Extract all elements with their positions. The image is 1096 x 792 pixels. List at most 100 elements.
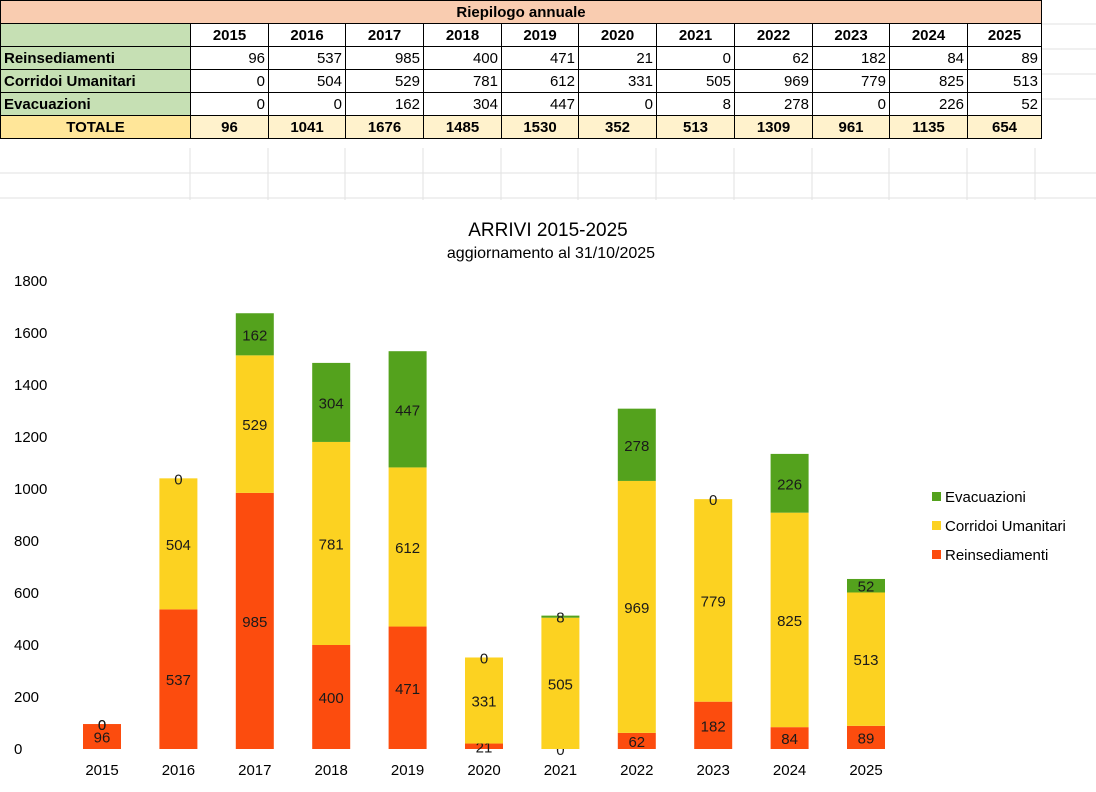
table-cell[interactable]: 162	[345, 92, 424, 116]
table-cell[interactable]: 0	[190, 69, 269, 93]
table-cell[interactable]: 0	[578, 92, 657, 116]
bar-segment[interactable]	[465, 743, 503, 749]
total-label[interactable]: TOTALE	[0, 115, 191, 139]
data-label: 612	[395, 540, 420, 557]
year-header-2023[interactable]: 2023	[812, 23, 890, 47]
bar-segment[interactable]	[617, 732, 656, 749]
bar-segment[interactable]	[770, 727, 809, 749]
bar-segment[interactable]	[159, 478, 198, 610]
spreadsheet-gridlines	[0, 23, 1096, 200]
table-cell[interactable]: 52	[967, 92, 1042, 116]
bar-segment[interactable]	[847, 578, 885, 593]
bar-segment[interactable]	[388, 467, 427, 627]
bar-segment[interactable]	[312, 441, 351, 645]
bar-segment[interactable]	[694, 499, 733, 702]
bar-segment[interactable]	[617, 480, 656, 733]
bar-segment[interactable]	[847, 725, 885, 749]
table-title[interactable]: Riepilogo annuale	[0, 0, 1042, 24]
table-cell[interactable]: 0	[268, 92, 346, 116]
bar-segment[interactable]	[541, 617, 580, 749]
total-cell[interactable]: 96	[190, 115, 269, 139]
year-header-2016[interactable]: 2016	[268, 23, 346, 47]
bar-segment[interactable]	[235, 492, 274, 749]
table-cell[interactable]: 985	[345, 46, 424, 70]
table-cell[interactable]: 781	[423, 69, 502, 93]
bar-segment[interactable]	[541, 615, 580, 618]
data-label: 0	[709, 492, 717, 509]
table-cell[interactable]: 505	[656, 69, 735, 93]
data-label: 278	[624, 438, 649, 455]
total-cell[interactable]: 1135	[889, 115, 968, 139]
x-tick-label: 2018	[315, 762, 348, 779]
total-cell[interactable]: 961	[812, 115, 890, 139]
table-cell[interactable]: 304	[423, 92, 502, 116]
data-label: 96	[94, 730, 111, 747]
bar-segment[interactable]	[465, 657, 503, 744]
total-cell[interactable]: 1485	[423, 115, 502, 139]
table-cell[interactable]: 89	[967, 46, 1042, 70]
table-cell[interactable]: 513	[967, 69, 1042, 93]
table-cell[interactable]: 612	[501, 69, 579, 93]
table-cell[interactable]: 0	[812, 92, 890, 116]
table-cell[interactable]: 825	[889, 69, 968, 93]
bar-segment[interactable]	[694, 701, 733, 749]
bar-segment[interactable]	[388, 351, 427, 468]
bar-segment[interactable]	[312, 362, 351, 442]
table-cell[interactable]: 182	[812, 46, 890, 70]
row-label[interactable]: Reinsediamenti	[0, 46, 191, 70]
legend-label: Reinsediamenti	[945, 547, 1048, 564]
row-label[interactable]: Corridoi Umanitari	[0, 69, 191, 93]
bar-segment[interactable]	[770, 512, 809, 728]
total-cell[interactable]: 1041	[268, 115, 346, 139]
bar-segment[interactable]	[159, 609, 198, 749]
year-header-2019[interactable]: 2019	[501, 23, 579, 47]
bar-segment[interactable]	[770, 453, 809, 513]
table-cell[interactable]: 447	[501, 92, 579, 116]
row-label[interactable]: Evacuazioni	[0, 92, 191, 116]
table-cell[interactable]: 331	[578, 69, 657, 93]
table-cell[interactable]: 537	[268, 46, 346, 70]
bar-segment[interactable]	[617, 408, 656, 481]
table-cell[interactable]: 0	[656, 46, 735, 70]
year-header-2017[interactable]: 2017	[345, 23, 424, 47]
total-cell[interactable]: 1530	[501, 115, 579, 139]
total-cell[interactable]: 654	[967, 115, 1042, 139]
total-cell[interactable]: 1309	[734, 115, 813, 139]
table-cell[interactable]: 504	[268, 69, 346, 93]
total-cell[interactable]: 352	[578, 115, 657, 139]
table-header-row: 2015 2016 2017 2018 2019 2020 2021 2022 2023 2024…	[0, 23, 1042, 47]
total-cell[interactable]: 513	[656, 115, 735, 139]
total-cell[interactable]: 1676	[345, 115, 424, 139]
year-header-2020[interactable]: 2020	[578, 23, 657, 47]
bar-segment[interactable]	[388, 626, 427, 749]
bar-segment[interactable]	[83, 724, 121, 749]
table-cell[interactable]: 529	[345, 69, 424, 93]
year-header-2015[interactable]: 2015	[190, 23, 269, 47]
bar-segment[interactable]	[847, 592, 885, 726]
table-cell[interactable]: 0	[190, 92, 269, 116]
table-cell[interactable]: 8	[656, 92, 735, 116]
table-cell[interactable]: 278	[734, 92, 813, 116]
year-header-2022[interactable]: 2022	[734, 23, 813, 47]
bar-segment[interactable]	[235, 355, 274, 493]
table-cell[interactable]: 96	[190, 46, 269, 70]
data-label: 529	[242, 417, 267, 434]
bar-segment[interactable]	[235, 313, 274, 356]
year-header-2021[interactable]: 2021	[656, 23, 735, 47]
table-corner-cell[interactable]	[0, 23, 191, 47]
table-cell[interactable]: 471	[501, 46, 579, 70]
table-cell[interactable]: 400	[423, 46, 502, 70]
x-tick-label: 2019	[391, 762, 424, 779]
chart-title: ARRIVI 2015-2025	[468, 220, 628, 241]
x-tick-label: 2025	[849, 762, 882, 779]
table-cell[interactable]: 62	[734, 46, 813, 70]
table-cell[interactable]: 779	[812, 69, 890, 93]
year-header-2025[interactable]: 2025	[967, 23, 1042, 47]
table-cell[interactable]: 969	[734, 69, 813, 93]
year-header-2024[interactable]: 2024	[889, 23, 968, 47]
table-cell[interactable]: 226	[889, 92, 968, 116]
table-cell[interactable]: 84	[889, 46, 968, 70]
bar-segment[interactable]	[312, 645, 351, 749]
table-cell[interactable]: 21	[578, 46, 657, 70]
year-header-2018[interactable]: 2018	[423, 23, 502, 47]
